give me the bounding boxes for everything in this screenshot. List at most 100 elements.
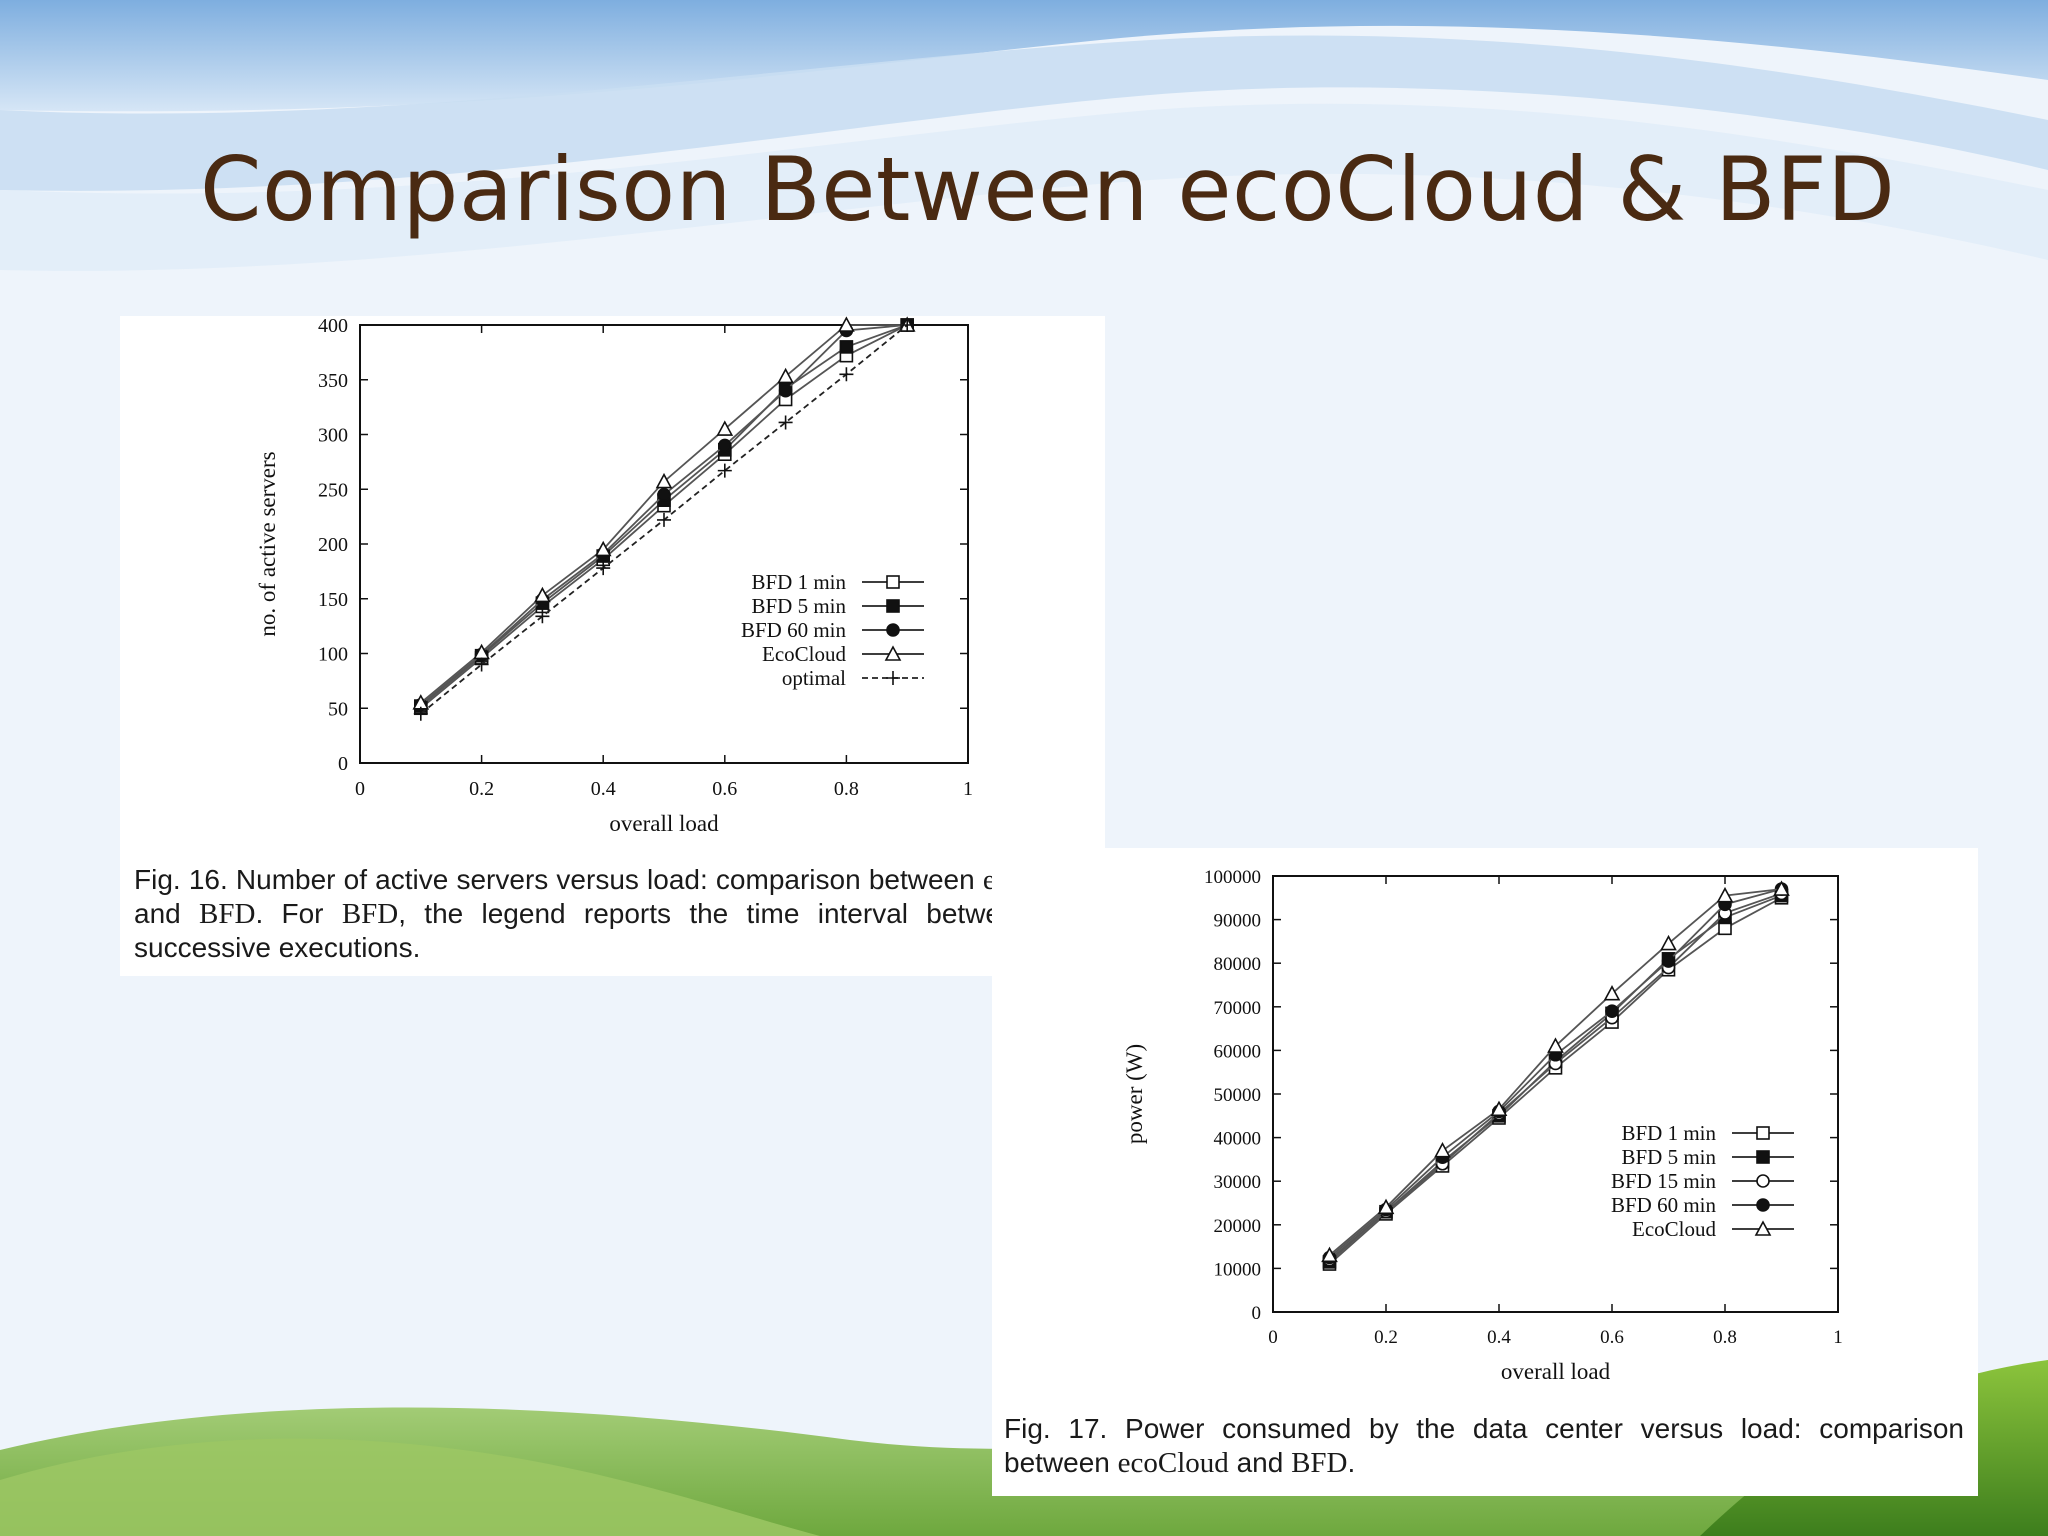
data-point bbox=[1547, 1037, 1564, 1053]
legend-label: BFD 60 min bbox=[1611, 1193, 1717, 1217]
sky-wave-pale bbox=[0, 103, 2048, 271]
data-point bbox=[777, 367, 794, 384]
y-axis-label: no. of active servers bbox=[255, 451, 280, 636]
axes: 0 50 100 150 200 250 300 350 400 0 0.2 0.4 0.6 0.8 1 ov… bbox=[255, 316, 973, 836]
x-tick-label: 0.8 bbox=[1713, 1327, 1737, 1348]
legend-marker bbox=[1756, 1150, 1770, 1164]
data-point bbox=[534, 586, 551, 603]
legend-label: BFD 5 min bbox=[751, 594, 846, 618]
legend-label: BFD 5 min bbox=[1621, 1145, 1716, 1169]
data-point bbox=[657, 487, 671, 502]
y-tick-label: 10000 bbox=[1214, 1259, 1262, 1280]
data-point bbox=[535, 609, 550, 624]
y-tick-label: 50 bbox=[328, 698, 348, 720]
y-tick-label: 100 bbox=[318, 644, 348, 666]
legend-label: EcoCloud bbox=[762, 642, 846, 666]
data-point bbox=[839, 367, 854, 382]
legend-marker bbox=[886, 671, 900, 685]
data-point bbox=[716, 420, 734, 436]
caption-text: Fig. 17. Power consumed by the data cent… bbox=[1004, 1413, 1964, 1478]
x-tick-label: 0.8 bbox=[834, 778, 859, 800]
figure-16-panel: 0 50 100 150 200 250 300 350 400 0 0.2 0.4 0.6 0.8 1 ov… bbox=[120, 316, 1105, 976]
data-point bbox=[1660, 934, 1677, 951]
active-servers-chart: 0 50 100 150 200 250 300 350 400 0 0.2 0.4 0.6 0.8 1 ov… bbox=[255, 316, 973, 836]
legend-marker bbox=[1756, 1126, 1770, 1140]
data-point bbox=[778, 383, 793, 398]
y-tick-label: 20000 bbox=[1214, 1216, 1262, 1237]
data-point bbox=[1603, 985, 1621, 1001]
figure-16-caption: Fig. 16. Number of active servers versus… bbox=[134, 863, 1094, 965]
data-point bbox=[596, 561, 611, 576]
y-axis-label: power (W) bbox=[1122, 1044, 1147, 1144]
y-tick-label: 80000 bbox=[1214, 954, 1262, 975]
data-point bbox=[1321, 1246, 1338, 1263]
y-tick-label: 100000 bbox=[1204, 867, 1261, 888]
data-point bbox=[717, 438, 732, 453]
legend-marker bbox=[886, 575, 900, 589]
series-ecocloud bbox=[412, 316, 916, 710]
y-tick-label: 60000 bbox=[1214, 1041, 1262, 1062]
plot-frame bbox=[359, 324, 969, 764]
legend-marker bbox=[886, 623, 900, 637]
y-tick-label: 0 bbox=[1252, 1303, 1262, 1324]
data-point bbox=[1490, 1100, 1508, 1117]
y-tick-label: 200 bbox=[318, 534, 348, 556]
x-tick-label: 0.2 bbox=[1374, 1327, 1398, 1348]
x-tick-label: 0 bbox=[355, 778, 365, 800]
sky-wave-light bbox=[0, 35, 2048, 191]
x-tick-label: 0.6 bbox=[712, 778, 737, 800]
legend-label: BFD 1 min bbox=[1621, 1121, 1716, 1145]
x-tick-label: 0.4 bbox=[1487, 1327, 1511, 1348]
caption-term-bfd: BFD bbox=[1291, 1447, 1348, 1479]
caption-text: . bbox=[1347, 1447, 1356, 1478]
data-point bbox=[900, 318, 915, 332]
data-point bbox=[1661, 954, 1676, 968]
caption-text: , the legend reports the time interval b… bbox=[134, 898, 1095, 963]
x-axis-label: overall load bbox=[1501, 1359, 1611, 1384]
y-tick-label: 350 bbox=[318, 370, 348, 392]
y-tick-label: 30000 bbox=[1214, 1172, 1262, 1193]
legend-marker bbox=[1756, 1174, 1770, 1188]
legend-label: BFD 60 min bbox=[741, 618, 847, 642]
x-tick-label: 1 bbox=[1833, 1327, 1843, 1348]
x-axis-label: overall load bbox=[609, 811, 719, 836]
data-point bbox=[778, 415, 793, 430]
legend-label: BFD 1 min bbox=[751, 570, 846, 594]
power-consumption-chart: 0 10000 20000 30000 40000 50000 60000 70000 8000… bbox=[1122, 867, 1843, 1384]
x-tick-label: 0.4 bbox=[591, 778, 616, 800]
legend-label: optimal bbox=[782, 666, 846, 690]
data-point bbox=[1605, 1004, 1619, 1018]
slide-title: Comparison Between ecoCloud & BFD bbox=[200, 138, 1896, 241]
legend-marker bbox=[884, 645, 902, 661]
caption-text: and bbox=[1228, 1447, 1292, 1478]
plot-frame bbox=[1272, 875, 1839, 1313]
caption-text: Fig. 16. Number of active servers versus… bbox=[134, 864, 983, 895]
data-point bbox=[717, 463, 732, 478]
sky-band bbox=[0, 0, 2048, 112]
y-tick-label: 40000 bbox=[1214, 1129, 1262, 1150]
y-tick-label: 400 bbox=[318, 316, 348, 337]
data-point bbox=[839, 340, 854, 354]
data-point bbox=[655, 472, 673, 489]
data-point bbox=[594, 540, 612, 557]
figure-17-caption: Fig. 17. Power consumed by the data cent… bbox=[1004, 1412, 1964, 1480]
y-tick-label: 250 bbox=[318, 479, 348, 501]
data-point bbox=[1377, 1198, 1395, 1215]
legend-marker bbox=[1756, 1198, 1770, 1212]
hill-left bbox=[0, 1438, 820, 1536]
data-point bbox=[413, 706, 428, 721]
data-point bbox=[1716, 886, 1734, 903]
series-bfd-5-min bbox=[1322, 888, 1789, 1269]
caption-text: . For bbox=[255, 898, 342, 929]
y-tick-label: 0 bbox=[338, 753, 348, 775]
legend-marker bbox=[1754, 1220, 1772, 1236]
caption-term-ecocloud: ecoCloud bbox=[1117, 1447, 1229, 1479]
x-tick-label: 0 bbox=[1268, 1327, 1278, 1348]
series-optimal bbox=[413, 318, 915, 721]
caption-term-bfd: BFD bbox=[199, 898, 256, 930]
series-ecocloud bbox=[1321, 880, 1790, 1263]
figure-17-panel: 0 10000 20000 30000 40000 50000 60000 70000 8000… bbox=[992, 848, 1978, 1496]
y-tick-label: 150 bbox=[318, 589, 348, 611]
